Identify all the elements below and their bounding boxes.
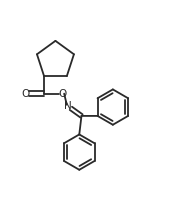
Text: O: O [58, 89, 66, 99]
Text: N: N [64, 101, 72, 111]
Text: O: O [21, 89, 29, 99]
